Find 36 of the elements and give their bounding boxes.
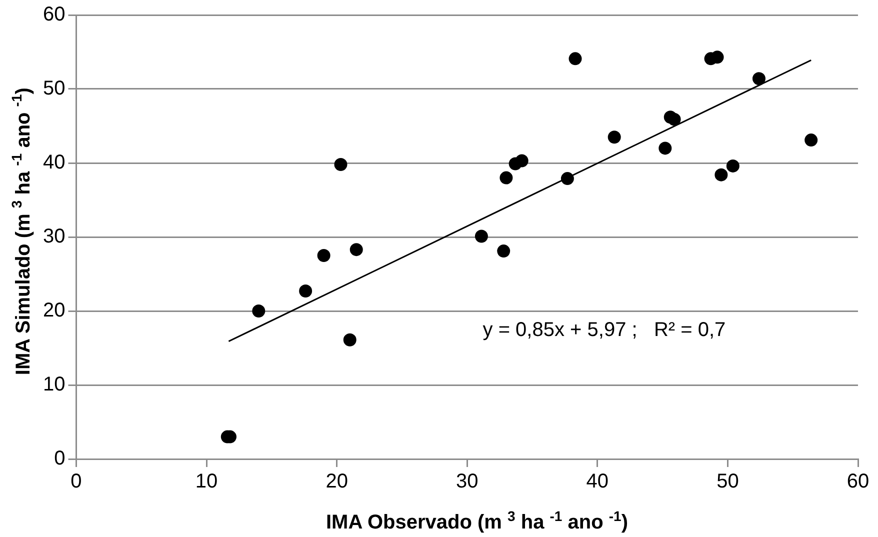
point <box>658 142 672 155</box>
point <box>334 158 348 171</box>
y-tick-label: 10 <box>42 374 66 396</box>
point <box>497 244 510 258</box>
x-tick-label: 30 <box>456 470 478 493</box>
x-tick-label: 50 <box>716 470 739 493</box>
annotation: y = 0,85x + 5,97 ; R² = 0,7 <box>482 318 726 341</box>
point <box>350 243 363 256</box>
point <box>668 112 681 126</box>
point <box>500 171 513 184</box>
point <box>560 172 574 186</box>
point <box>515 154 528 168</box>
y-tick-label: 50 <box>42 78 66 100</box>
x-axis-title: IMA Observado (m $^{3}$ ha $^{-1}$ ano $^{-1}$) <box>324 508 629 535</box>
x-tick-label: 40 <box>586 470 609 493</box>
point <box>726 159 740 172</box>
x-tick-label: 20 <box>326 470 348 493</box>
point <box>804 134 818 147</box>
y-tick-label: 0 <box>54 448 66 470</box>
point <box>710 50 724 64</box>
point <box>299 284 312 298</box>
point <box>252 304 266 318</box>
x-tick-label: 60 <box>846 470 870 493</box>
point <box>317 249 330 262</box>
y-tick-label: 30 <box>42 226 66 248</box>
point <box>714 168 728 182</box>
x-tick-label: 0 <box>70 470 82 493</box>
x-tick-label: 10 <box>195 470 218 493</box>
point <box>568 52 582 66</box>
y-tick-label: 40 <box>42 152 66 174</box>
y-tick-label: 60 <box>42 4 66 26</box>
point <box>474 230 488 243</box>
y-tick-label: 20 <box>42 300 66 322</box>
point <box>343 333 356 346</box>
point <box>608 130 621 144</box>
point <box>752 72 766 86</box>
